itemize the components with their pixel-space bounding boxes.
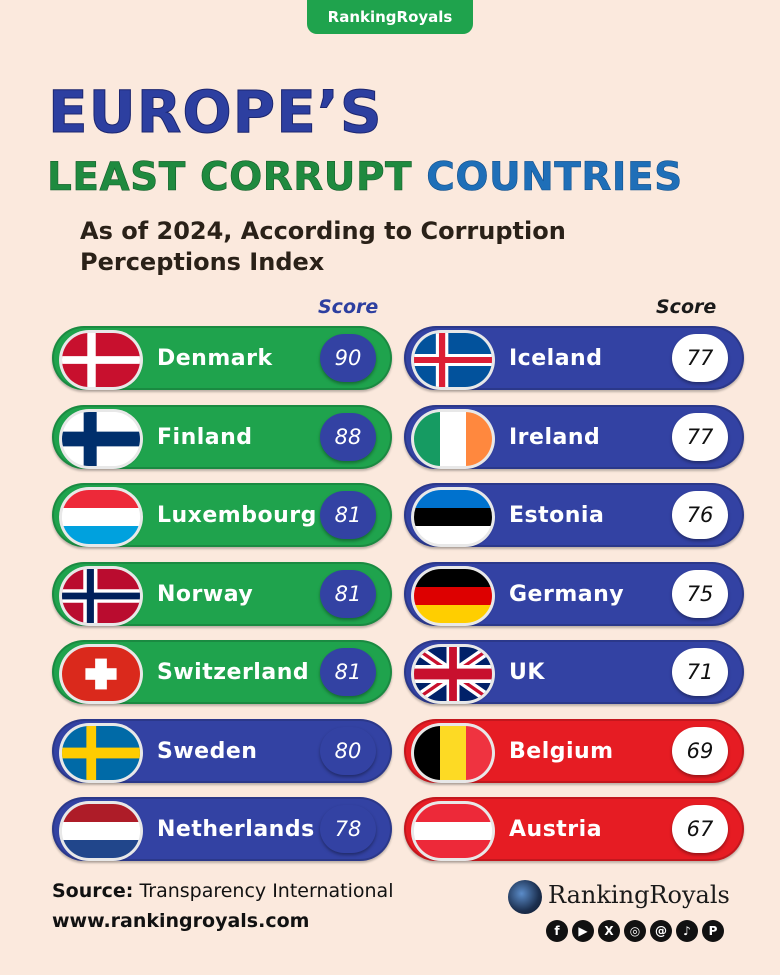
- country-row-austria: Austria 67: [404, 797, 744, 861]
- score-badge: 71: [672, 648, 728, 696]
- country-name: Switzerland: [157, 660, 310, 685]
- score-header-left: Score: [318, 296, 379, 318]
- pinterest-icon[interactable]: P: [702, 920, 724, 942]
- source-value: Transparency International: [139, 880, 394, 902]
- norway-flag-icon: [62, 568, 140, 623]
- country-row-iceland: Iceland 77: [404, 326, 744, 390]
- tiktok-icon[interactable]: ♪: [676, 920, 698, 942]
- luxembourg-flag-icon: [62, 490, 140, 544]
- score-header-right: Score: [656, 296, 717, 318]
- country-row-norway: Norway 81: [52, 561, 392, 626]
- sweden-flag-icon: [62, 725, 140, 780]
- title-line-2: LEAST CORRUPT COUNTRIES: [47, 155, 683, 201]
- country-name: Ireland: [509, 424, 601, 450]
- country-row-ireland: Ireland 77: [404, 404, 744, 469]
- iceland-flag-icon: [414, 333, 492, 387]
- country-name: Denmark: [157, 346, 273, 371]
- denmark-flag-icon: [62, 333, 140, 387]
- country-name: Netherlands: [157, 817, 315, 842]
- country-row-netherlands: Netherlands 78: [52, 797, 392, 861]
- country-row-sweden: Sweden 80: [52, 718, 392, 783]
- country-name: Sweden: [157, 738, 258, 764]
- score-badge: 90: [320, 334, 376, 382]
- country-row-belgium: Belgium 69: [404, 718, 744, 783]
- facebook-icon[interactable]: f: [546, 920, 568, 942]
- country-row-luxembourg: Luxembourg 81: [52, 483, 392, 547]
- threads-icon[interactable]: @: [650, 920, 672, 942]
- subtitle: As of 2024, According to Corruption Perc…: [80, 217, 566, 276]
- country-name: Finland: [157, 424, 253, 450]
- title-line-1: EUROPE’S: [48, 78, 383, 147]
- brand-tab: RankingRoyals: [307, 0, 473, 34]
- source-line: Source: Transparency International: [52, 880, 393, 902]
- brand-logo: RankingRoyals: [508, 880, 738, 920]
- uk-flag-icon: [414, 647, 492, 701]
- ireland-flag-icon: [414, 411, 492, 466]
- youtube-icon[interactable]: ▶: [572, 920, 594, 942]
- title-countries: COUNTRIES: [426, 155, 683, 201]
- title-least-corrupt: LEAST CORRUPT: [47, 155, 413, 201]
- source-label: Source:: [52, 880, 134, 902]
- belgium-flag-icon: [414, 725, 492, 780]
- score-badge: 81: [320, 648, 376, 696]
- country-name: Norway: [157, 581, 254, 607]
- austria-flag-icon: [414, 804, 492, 858]
- country-row-uk: UK 71: [404, 640, 744, 704]
- country-row-finland: Finland 88: [52, 404, 392, 469]
- score-badge: 77: [672, 334, 728, 382]
- website-link[interactable]: www.rankingroyals.com: [52, 910, 310, 932]
- score-badge: 80: [320, 726, 376, 775]
- estonia-flag-icon: [414, 490, 492, 544]
- globe-logo-icon: [508, 880, 542, 914]
- x-icon[interactable]: X: [598, 920, 620, 942]
- score-badge: 88: [320, 412, 376, 461]
- country-name: Iceland: [509, 346, 603, 371]
- country-name: Germany: [509, 581, 625, 607]
- score-badge: 75: [672, 569, 728, 618]
- score-badge: 76: [672, 491, 728, 539]
- netherlands-flag-icon: [62, 804, 140, 858]
- logo-text: RankingRoyals: [548, 881, 730, 909]
- score-badge: 77: [672, 412, 728, 461]
- germany-flag-icon: [414, 568, 492, 623]
- country-name: Belgium: [509, 738, 614, 764]
- country-row-denmark: Denmark 90: [52, 326, 392, 390]
- instagram-icon[interactable]: ◎: [624, 920, 646, 942]
- country-name: Austria: [509, 817, 603, 842]
- score-badge: 81: [320, 569, 376, 618]
- score-badge: 81: [320, 491, 376, 539]
- score-badge: 67: [672, 805, 728, 853]
- country-name: Luxembourg: [157, 503, 317, 528]
- country-row-germany: Germany 75: [404, 561, 744, 626]
- country-row-estonia: Estonia 76: [404, 483, 744, 547]
- country-name: Estonia: [509, 503, 605, 528]
- score-badge: 69: [672, 726, 728, 775]
- social-icons: f ▶ X ◎ @ ♪ P: [546, 920, 724, 942]
- country-name: UK: [509, 660, 545, 685]
- country-row-switzerland: Switzerland 81: [52, 640, 392, 704]
- score-badge: 78: [320, 805, 376, 853]
- finland-flag-icon: [62, 411, 140, 466]
- switzerland-flag-icon: [62, 647, 140, 701]
